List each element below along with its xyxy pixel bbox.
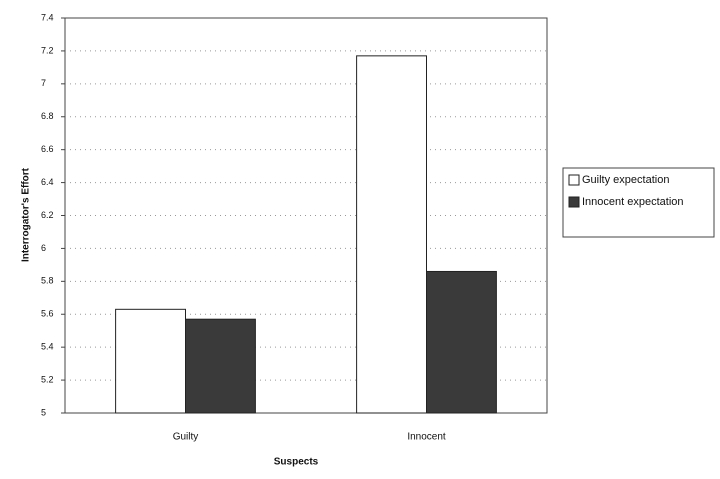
x-tick-label: Guilty (173, 432, 199, 443)
legend-label: Innocent expectation (582, 196, 684, 208)
bar (185, 318, 256, 414)
legend-swatch (568, 174, 580, 186)
y-tick-label: 5.8 (41, 276, 54, 286)
y-tick-label: 5.6 (41, 309, 54, 319)
y-tick-label: 7 (41, 78, 46, 88)
y-tick-label: 6.8 (41, 111, 54, 121)
legend-label: Guilty expectation (582, 174, 669, 186)
y-tick-label: 6.2 (41, 210, 54, 220)
y-tick-label: 7.4 (41, 12, 54, 22)
bar (115, 308, 186, 414)
bar (356, 55, 427, 414)
y-tick-label: 7.2 (41, 45, 54, 55)
y-tick-label: 5 (41, 407, 46, 417)
legend-swatch (568, 196, 580, 208)
y-tick-label: 6.6 (41, 144, 54, 154)
y-tick-label: 5.2 (41, 374, 54, 384)
y-tick-label: 6 (41, 243, 46, 253)
x-tick-label: Innocent (407, 432, 446, 443)
x-axis-label: Suspects (274, 457, 319, 468)
legend (562, 167, 715, 238)
bar (426, 270, 497, 414)
y-axis-label: Interrogator's Effort (21, 167, 32, 262)
y-tick-label: 5.4 (41, 342, 54, 352)
y-tick-label: 6.4 (41, 177, 54, 187)
